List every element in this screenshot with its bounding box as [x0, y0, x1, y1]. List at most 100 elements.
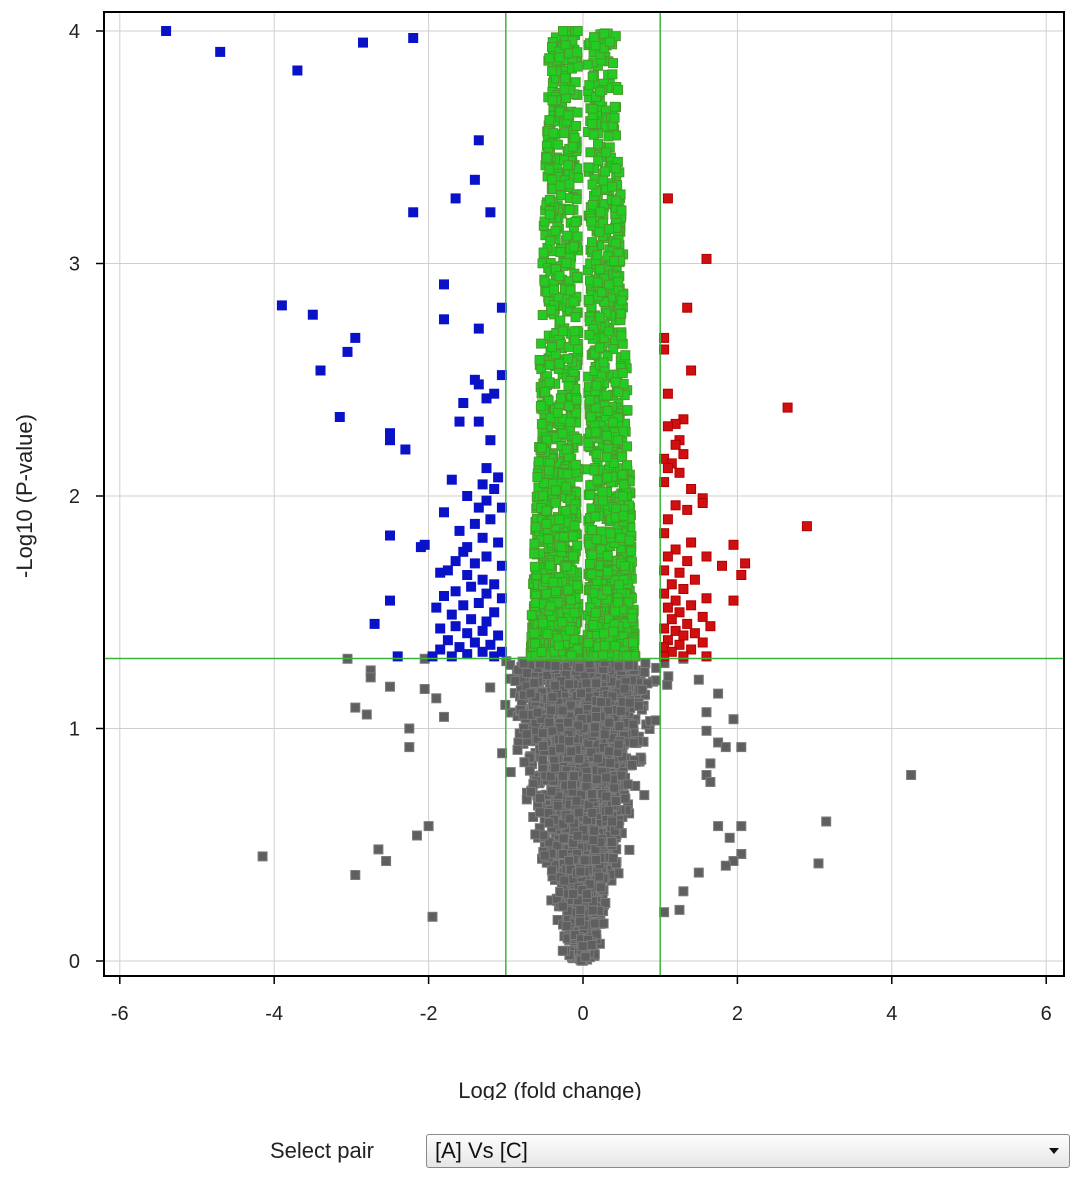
point-not-significant	[567, 779, 577, 790]
point-not-significant	[713, 688, 724, 699]
point-significant-small-change	[609, 112, 620, 123]
point-significant-small-change	[622, 460, 632, 471]
point-not-significant	[534, 807, 545, 818]
point-not-significant	[591, 854, 602, 865]
point-not-significant	[622, 779, 633, 790]
point-not-significant	[591, 712, 602, 722]
point-significant-small-change	[583, 162, 594, 173]
point-not-significant	[538, 740, 548, 751]
point-not-significant	[568, 771, 579, 782]
point-significant-small-change	[556, 190, 567, 201]
data-points	[161, 26, 917, 966]
point-not-significant	[578, 825, 589, 836]
point-not-significant	[575, 916, 586, 927]
point-not-significant	[736, 821, 747, 832]
point-not-significant	[633, 700, 644, 711]
point-significant-small-change	[615, 532, 626, 543]
point-significant-small-change	[593, 139, 603, 150]
point-not-significant	[564, 736, 575, 747]
point-not-significant	[615, 706, 626, 717]
point-not-significant	[603, 805, 614, 816]
point-significant-small-change	[592, 277, 603, 288]
point-significant-small-change	[539, 216, 550, 227]
point-significant-small-change	[547, 66, 558, 76]
point-significant-small-change	[557, 617, 568, 628]
point-significant-small-change	[622, 405, 633, 416]
point-significant-small-change	[593, 155, 604, 166]
point-significant-small-change	[572, 61, 583, 72]
point-not-significant	[651, 662, 662, 673]
point-significant-small-change	[594, 312, 605, 323]
point-significant-small-change	[538, 618, 548, 629]
point-significant-small-change	[602, 566, 613, 577]
point-significant-small-change	[544, 53, 555, 64]
point-not-significant	[365, 672, 376, 683]
point-not-significant	[412, 830, 422, 841]
point-significant-small-change	[618, 491, 629, 502]
point-significant-small-change	[539, 387, 550, 397]
point-significant-small-change	[618, 426, 629, 437]
point-significant-small-change	[558, 26, 568, 36]
point-not-significant	[601, 791, 612, 802]
point-not-significant	[606, 837, 617, 847]
point-significant-small-change	[545, 560, 555, 571]
point-significant-small-change	[610, 31, 621, 42]
point-not-significant	[590, 722, 600, 733]
point-not-significant	[678, 886, 689, 897]
point-not-significant	[350, 870, 361, 880]
point-not-significant	[598, 918, 609, 929]
point-significant-small-change	[546, 174, 557, 185]
point-not-significant	[582, 772, 592, 783]
point-significant-small-change	[552, 139, 563, 150]
point-significant-small-change	[617, 368, 628, 378]
point-significant-small-change	[554, 52, 565, 63]
point-not-significant	[610, 796, 621, 806]
point-significant-small-change	[570, 217, 581, 227]
point-significant-small-change	[568, 551, 579, 562]
point-not-significant	[510, 676, 521, 686]
point-significant-small-change	[567, 141, 578, 152]
point-significant-small-change	[584, 559, 595, 570]
point-significant-small-change	[604, 613, 614, 624]
point-not-significant	[623, 660, 634, 671]
point-significant-small-change	[597, 486, 608, 497]
point-not-significant	[544, 817, 555, 828]
point-significant-small-change	[541, 505, 552, 516]
point-not-significant	[713, 821, 724, 832]
point-significant-small-change	[608, 58, 618, 69]
point-not-significant	[736, 742, 747, 753]
point-significant-small-change	[529, 561, 540, 572]
point-significant-small-change	[584, 539, 595, 550]
point-significant-small-change	[564, 179, 575, 190]
point-significant-small-change	[544, 164, 555, 175]
point-significant-small-change	[539, 276, 550, 287]
point-significant-small-change	[571, 407, 582, 418]
point-significant-small-change	[583, 437, 594, 448]
point-not-significant	[526, 786, 536, 797]
point-significant-small-change	[569, 132, 580, 143]
point-not-significant	[693, 867, 704, 878]
point-not-significant	[439, 711, 449, 722]
point-not-significant	[662, 679, 673, 690]
point-significant-small-change	[572, 231, 583, 242]
point-not-significant	[568, 888, 578, 899]
point-not-significant	[571, 795, 582, 806]
point-significant-small-change	[616, 205, 627, 216]
point-not-significant	[558, 833, 569, 844]
point-significant-small-change	[570, 312, 581, 323]
point-significant-small-change	[558, 532, 569, 542]
point-significant-small-change	[573, 172, 584, 183]
point-significant-small-change	[544, 465, 554, 476]
point-significant-small-change	[609, 458, 619, 468]
point-not-significant	[546, 865, 557, 876]
point-not-significant	[624, 844, 635, 855]
point-significant-small-change	[529, 538, 540, 549]
point-significant-small-change	[601, 390, 612, 401]
point-not-significant	[906, 770, 917, 780]
point-significant-small-change	[556, 541, 567, 552]
point-significant-small-change	[620, 350, 631, 361]
point-significant-small-change	[591, 449, 602, 460]
point-not-significant	[637, 684, 648, 695]
point-not-significant	[614, 721, 625, 732]
point-not-significant	[591, 774, 602, 785]
